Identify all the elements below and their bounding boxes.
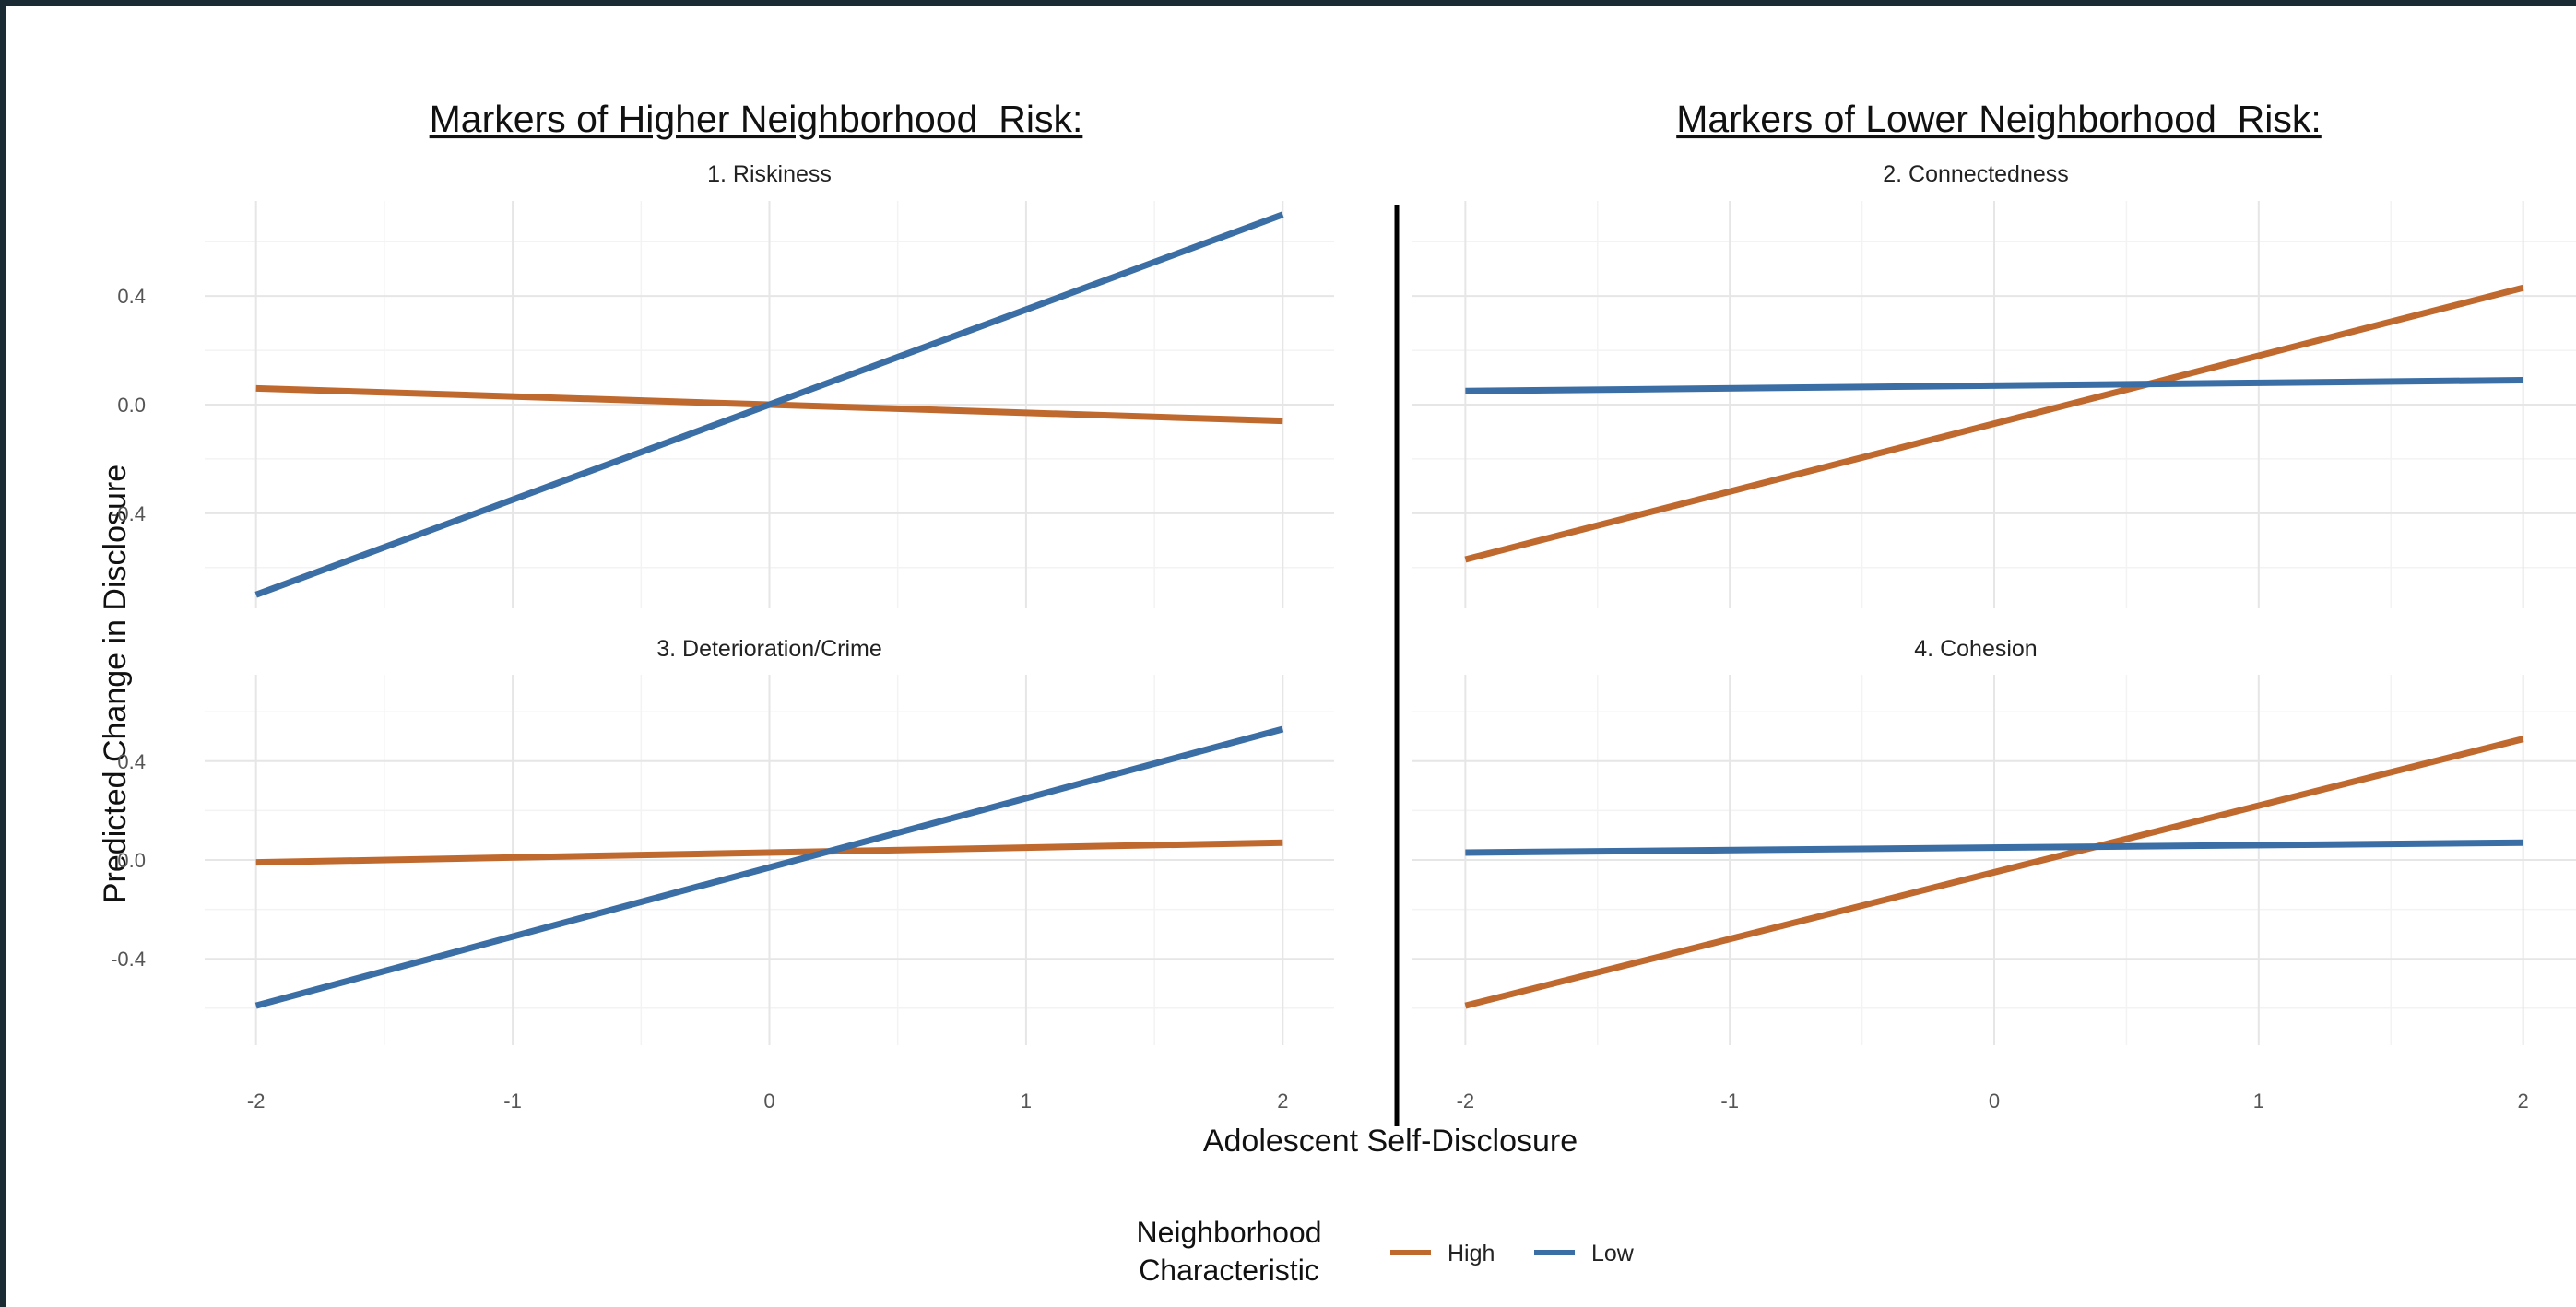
series-line-low xyxy=(1465,839,2523,856)
legend-label-high: High xyxy=(1448,1241,1495,1266)
panel-title: 1. Riskiness xyxy=(707,161,832,187)
x-axis-title: Adolescent Self-Disclosure xyxy=(1203,1124,1578,1159)
panels: 1. Riskiness -0.4 0.0 0.4 2. Connectedness 3.… xyxy=(111,161,2576,1113)
y-tick-label: 0.4 xyxy=(117,750,146,773)
left-group-title: Markers of Higher Neighborhood Risk: xyxy=(430,98,1083,140)
x-tick-label: 2 xyxy=(2518,1089,2529,1113)
x-tick-label: 1 xyxy=(1021,1089,1032,1113)
series-line-low xyxy=(1465,376,2523,394)
panel-4: 4. Cohesion -2 -1 0 1 2 xyxy=(1412,636,2576,1113)
x-tick-label: 1 xyxy=(2253,1089,2264,1113)
series-line-high xyxy=(255,839,1283,866)
x-tick-label: -1 xyxy=(1720,1089,1739,1113)
x-tick-label: 0 xyxy=(763,1089,774,1113)
legend-title-line1: Neighborhood xyxy=(1136,1216,1321,1249)
x-tick-label: 2 xyxy=(1277,1089,1288,1113)
panel-2: 2. Connectedness xyxy=(1412,161,2576,608)
series-line-low xyxy=(254,211,1284,598)
x-tick-label: -1 xyxy=(503,1089,522,1113)
legend-label-low: Low xyxy=(1591,1241,1635,1266)
y-tick-label: 0.0 xyxy=(117,394,146,417)
y-tick-label: -0.4 xyxy=(111,948,146,971)
panel-3: 3. Deterioration/Crime -0.4 0.0 0.4 -2 -1 0 1 2 xyxy=(111,636,1334,1113)
panel-1: 1. Riskiness -0.4 0.0 0.4 xyxy=(111,161,1334,608)
legend: Neighborhood Characteristic High Low xyxy=(1136,1216,1634,1287)
panel-title: 3. Deterioration/Crime xyxy=(656,636,882,662)
y-tick-label: 0.0 xyxy=(117,849,146,872)
panel-title: 4. Cohesion xyxy=(1914,636,2037,662)
series-line-high xyxy=(1464,284,2524,563)
series-line-high xyxy=(1464,736,2524,1009)
x-tick-label: -2 xyxy=(247,1089,266,1113)
legend-title-line2: Characteristic xyxy=(1139,1254,1319,1287)
y-tick-label: 0.4 xyxy=(117,285,146,308)
right-group-title: Markers of Lower Neighborhood Risk: xyxy=(1676,98,2322,140)
x-tick-label: -2 xyxy=(1457,1089,1475,1113)
panel-title: 2. Connectedness xyxy=(1883,161,2069,187)
y-axis-title: Predicted Change in Disclosure xyxy=(98,465,133,903)
x-tick-label: 0 xyxy=(1989,1089,2000,1113)
series-line-low xyxy=(254,725,1284,1009)
y-tick-label: -0.4 xyxy=(111,502,146,525)
